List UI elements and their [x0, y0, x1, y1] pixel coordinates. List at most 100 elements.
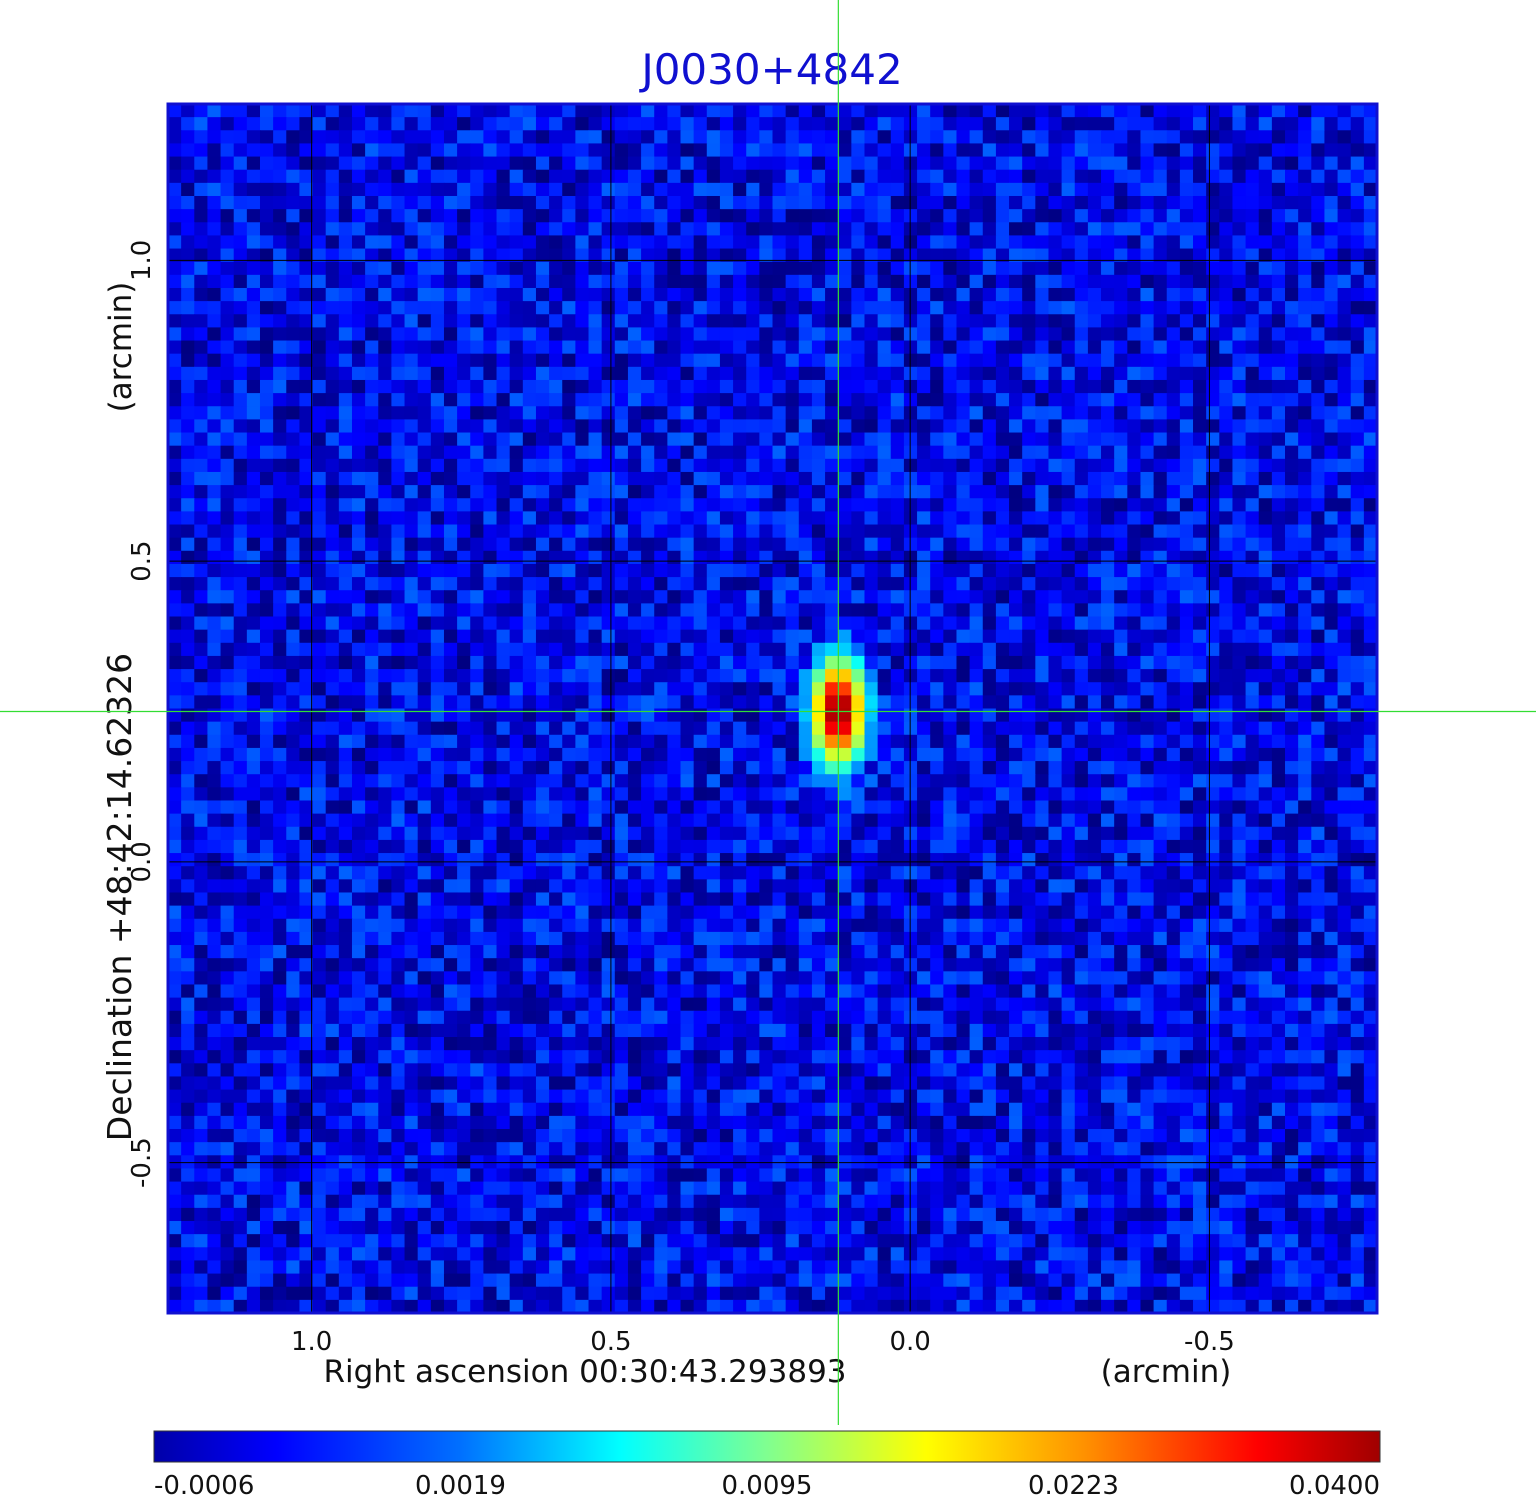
heatmap-cell: [995, 406, 1010, 420]
heatmap-cell: [312, 485, 327, 499]
heatmap-cell: [601, 287, 616, 302]
heatmap-cell: [890, 642, 905, 657]
heatmap-cell: [943, 314, 958, 328]
heatmap-cell: [483, 379, 498, 394]
heatmap-cell: [325, 274, 340, 289]
heatmap-cell: [667, 287, 682, 302]
heatmap-cell: [1061, 682, 1076, 696]
heatmap-cell: [1101, 629, 1115, 644]
heatmap-cell: [1298, 577, 1312, 591]
heatmap-cell: [1061, 721, 1076, 736]
heatmap-cell: [286, 800, 301, 815]
heatmap-cell: [273, 143, 287, 158]
heatmap-cell: [1219, 511, 1234, 526]
heatmap-cell: [1311, 655, 1326, 670]
heatmap-cell: [417, 419, 432, 434]
heatmap-cell: [1087, 419, 1102, 434]
heatmap-cell: [470, 537, 484, 552]
heatmap-cell: [943, 248, 958, 263]
heatmap-cell: [470, 379, 484, 394]
heatmap-cell: [811, 301, 826, 315]
heatmap-cell: [654, 563, 668, 578]
heatmap-cell: [1245, 537, 1260, 552]
heatmap-cell: [759, 800, 774, 815]
heatmap-cell: [1153, 432, 1168, 447]
heatmap-cell: [338, 669, 353, 683]
heatmap-cell: [1324, 379, 1339, 394]
heatmap-cell: [825, 787, 839, 802]
heatmap-cell: [1311, 498, 1326, 512]
heatmap-cell: [785, 734, 800, 749]
heatmap-cell: [588, 445, 603, 460]
heatmap-cell: [851, 721, 866, 736]
heatmap-cell: [1140, 603, 1155, 618]
heatmap-cell: [851, 537, 866, 552]
heatmap-cell: [404, 104, 419, 118]
heatmap-cell: [575, 524, 590, 539]
heatmap-cell: [746, 143, 760, 158]
heatmap-cell: [917, 209, 931, 223]
heatmap-cell: [378, 169, 392, 184]
heatmap-cell: [1363, 563, 1377, 578]
heatmap-cell: [825, 419, 839, 434]
heatmap-cell: [759, 669, 774, 683]
heatmap-cell: [851, 603, 866, 618]
heatmap-cell: [1245, 445, 1260, 460]
heatmap-cell: [733, 445, 747, 460]
heatmap-cell: [391, 117, 406, 131]
heatmap-cell: [943, 419, 958, 434]
heatmap-cell: [549, 669, 563, 683]
heatmap-cell: [404, 774, 419, 788]
heatmap-cell: [535, 800, 550, 815]
heatmap-cell: [785, 708, 800, 723]
heatmap-cell: [851, 248, 866, 263]
heatmap-cell: [838, 747, 852, 762]
heatmap-cell: [811, 537, 826, 552]
heatmap-cell: [391, 550, 406, 565]
heatmap-cell: [522, 169, 537, 184]
heatmap-cell: [457, 314, 471, 328]
heatmap-cell: [233, 104, 248, 118]
heatmap-cell: [273, 287, 287, 302]
heatmap-cell: [1087, 616, 1102, 631]
heatmap-cell: [246, 603, 261, 618]
heatmap-cell: [430, 117, 445, 131]
heatmap-cell: [1258, 393, 1273, 407]
heatmap-cell: [549, 774, 563, 788]
heatmap-cell: [1140, 708, 1155, 723]
heatmap-cell: [1035, 327, 1050, 342]
heatmap-cell: [1337, 195, 1352, 210]
heatmap-cell: [706, 603, 721, 618]
heatmap-cell: [1258, 287, 1273, 302]
heatmap-cell: [864, 261, 879, 276]
heatmap-cell: [1245, 366, 1260, 381]
heatmap-cell: [286, 774, 301, 788]
heatmap-cell: [1074, 340, 1089, 355]
heatmap-cell: [667, 721, 682, 736]
heatmap-cell: [877, 327, 892, 342]
heatmap-cell: [194, 314, 209, 328]
heatmap-cell: [1127, 458, 1142, 473]
heatmap-cell: [470, 485, 484, 499]
heatmap-cell: [259, 471, 274, 486]
heatmap-cell: [1311, 353, 1326, 368]
heatmap-cell: [1087, 550, 1102, 565]
heatmap-cell: [207, 314, 222, 328]
heatmap-cell: [654, 406, 668, 420]
heatmap-cell: [549, 445, 563, 460]
heatmap-cell: [995, 471, 1010, 486]
heatmap-cell: [522, 498, 537, 512]
heatmap-cell: [181, 195, 195, 210]
heatmap-cell: [259, 655, 274, 670]
heatmap-cell: [575, 577, 590, 591]
heatmap-cell: [1350, 432, 1365, 447]
heatmap-cell: [864, 301, 879, 315]
heatmap-cell: [667, 511, 682, 526]
heatmap-cell: [969, 747, 984, 762]
heatmap-cell: [588, 169, 603, 184]
heatmap-cell: [535, 353, 550, 368]
heatmap-cell: [496, 169, 511, 184]
heatmap-cell: [903, 655, 918, 670]
heatmap-cell: [233, 182, 248, 197]
heatmap-cell: [943, 117, 958, 131]
